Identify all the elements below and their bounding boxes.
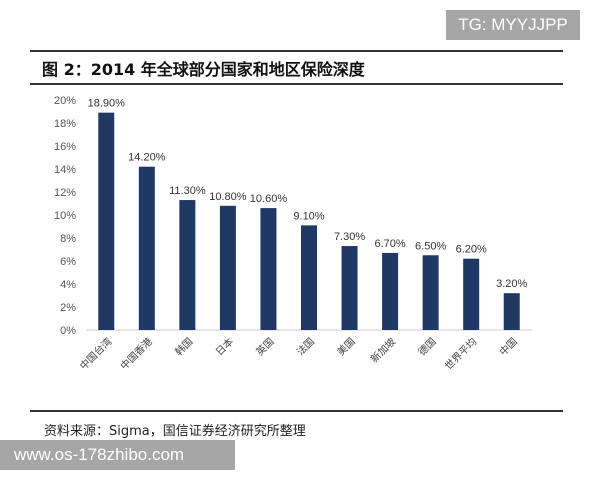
data-label: 3.20% (496, 278, 527, 290)
bar (179, 200, 196, 330)
data-label: 10.60% (250, 193, 288, 205)
x-tick-label: 英国 (253, 335, 276, 358)
y-tick-label: 16% (54, 141, 76, 153)
data-label: 11.30% (169, 185, 206, 197)
source-rule (30, 410, 563, 412)
title-top-rule (30, 50, 563, 52)
bar (341, 246, 358, 330)
x-tick-label: 法国 (294, 335, 317, 358)
data-label: 6.50% (415, 240, 446, 252)
x-tick-label: 世界平均 (443, 336, 480, 373)
watermark-tg: TG: MYYJJPP (446, 10, 580, 40)
data-label: 18.90% (88, 98, 126, 110)
bar (138, 166, 155, 330)
x-tick-label: 德国 (415, 335, 438, 358)
y-tick-label: 2% (60, 302, 76, 314)
bar-chart: 0% 2% 4% 6% 8% 10% 12% 14% 16% 18% 20% 18.90% 中国台湾 14… (54, 95, 532, 373)
bar (463, 258, 480, 330)
y-tick-label: 20% (54, 95, 76, 107)
bar (503, 293, 520, 330)
watermark-url: www.os-178zhibo.com (0, 440, 235, 470)
data-label: 6.70% (374, 238, 405, 250)
data-label: 14.20% (128, 152, 166, 164)
y-tick-label: 4% (60, 279, 76, 291)
source-note: 资料来源：Sigma，国信证券经济研究所整理 (44, 424, 306, 439)
bar (260, 208, 277, 330)
y-tick-label: 0% (60, 325, 76, 337)
bar (219, 205, 236, 330)
y-tick-label: 10% (54, 210, 76, 222)
y-tick-label: 18% (54, 118, 76, 130)
data-label: 9.10% (293, 210, 324, 222)
title-bottom-rule (30, 83, 563, 85)
bar (382, 252, 399, 330)
bar (98, 112, 115, 331)
data-label: 6.20% (456, 244, 487, 256)
x-tick-label: 美国 (334, 335, 357, 358)
x-tick-label: 新加坡 (368, 335, 398, 365)
y-tick-label: 12% (54, 187, 76, 199)
data-label: 10.80% (209, 191, 247, 203)
chart-title: 图 2：2014 年全球部分国家和地区保险深度 (42, 60, 365, 79)
x-tick-label: 日本 (213, 335, 236, 358)
bar (422, 255, 439, 330)
data-label: 7.30% (334, 231, 365, 243)
x-tick-label: 韩国 (172, 335, 195, 358)
y-tick-label: 8% (60, 233, 76, 245)
x-tick-label: 中国香港 (117, 335, 154, 372)
bar (301, 225, 317, 330)
y-tick-label: 6% (60, 256, 76, 268)
y-tick-label: 14% (54, 164, 76, 176)
x-tick-label: 中国台湾 (77, 335, 114, 372)
x-tick-label: 中国 (497, 335, 520, 358)
